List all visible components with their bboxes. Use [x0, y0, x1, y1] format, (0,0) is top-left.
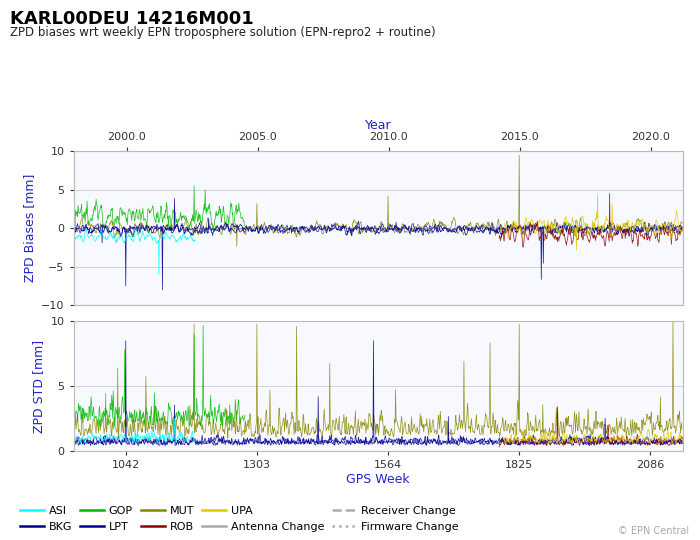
Text: © EPN Central: © EPN Central: [618, 525, 690, 536]
Y-axis label: ZPD Biases [mm]: ZPD Biases [mm]: [22, 174, 36, 282]
X-axis label: Year: Year: [365, 119, 391, 132]
X-axis label: GPS Week: GPS Week: [346, 472, 410, 485]
Text: KARL00DEU 14216M001: KARL00DEU 14216M001: [10, 10, 254, 28]
Y-axis label: ZPD STD [mm]: ZPD STD [mm]: [32, 340, 45, 433]
Text: ZPD biases wrt weekly EPN troposphere solution (EPN-repro2 + routine): ZPD biases wrt weekly EPN troposphere so…: [10, 26, 436, 39]
Legend: ASI, BKG, GOP, LPT, MUT, ROB, UPA, Antenna Change, Receiver Change, Firmware Cha: ASI, BKG, GOP, LPT, MUT, ROB, UPA, Anten…: [20, 506, 458, 532]
